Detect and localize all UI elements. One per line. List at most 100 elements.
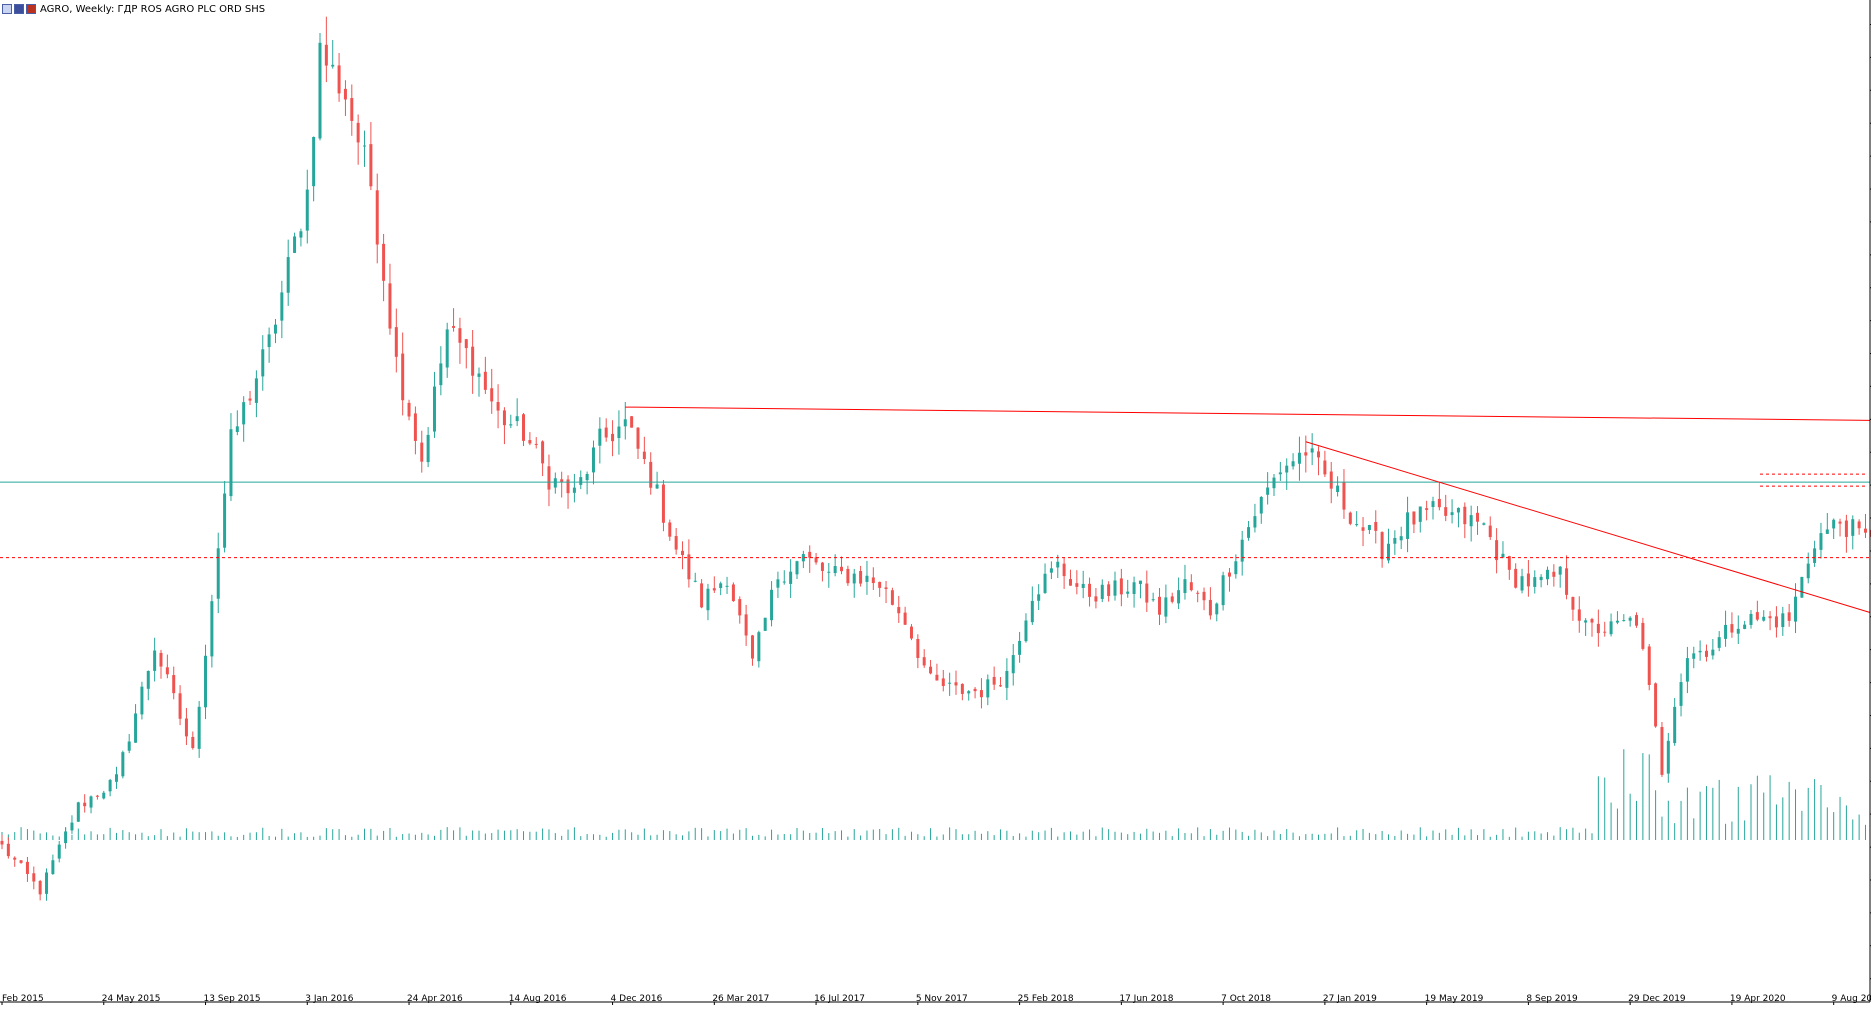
candle-body [1629, 618, 1632, 621]
candle-body [948, 683, 951, 684]
indicator-icon[interactable] [26, 4, 36, 14]
candle-body [395, 327, 398, 357]
x-tick-label: 25 Feb 2018 [1018, 994, 1074, 1004]
candle-body [217, 548, 220, 598]
candle-body [897, 607, 900, 613]
candle-body [573, 488, 576, 493]
chart-type-icon[interactable] [14, 4, 24, 14]
x-tick-label: 17 Jun 2018 [1119, 994, 1173, 1004]
candle-body [77, 802, 80, 821]
x-tick-label: 16 Jul 2017 [814, 994, 865, 1004]
candle-body [1317, 451, 1320, 457]
candle-body [1705, 651, 1708, 657]
candle-body [1724, 625, 1727, 639]
candle-body [452, 326, 455, 328]
candle-body [509, 424, 512, 425]
candle-body [1438, 499, 1441, 507]
candle-body [955, 682, 958, 685]
candle-body [1247, 527, 1250, 538]
candle-body [675, 536, 678, 549]
candle-body [1298, 453, 1301, 464]
candle-body [1839, 522, 1842, 524]
candle-body [1133, 582, 1136, 594]
window-icon[interactable] [2, 4, 12, 14]
candle-body [770, 590, 773, 620]
candle-body [350, 98, 353, 121]
candle-body [102, 793, 105, 799]
candle-body [929, 667, 932, 674]
candle-body [993, 677, 996, 685]
candle-body [490, 388, 493, 401]
candle-body [598, 429, 601, 446]
candle-body [433, 387, 436, 432]
x-tick-label: 29 Dec 2019 [1628, 994, 1686, 1004]
candle-body [1648, 646, 1651, 685]
candle-body [1800, 577, 1803, 598]
candle-body [1635, 615, 1638, 626]
candle-body [64, 831, 67, 843]
candle-body [1056, 562, 1059, 568]
candle-body [1082, 584, 1085, 588]
candle-body [1209, 600, 1212, 615]
candle-body [923, 657, 926, 665]
candle-body [1145, 584, 1148, 603]
candle-body [726, 586, 729, 587]
candle-body [1565, 568, 1568, 595]
candle-body [554, 478, 557, 487]
candle-body [535, 444, 538, 445]
x-tick-label: 9 Aug 2020 [1832, 994, 1871, 1004]
candle-body [789, 572, 792, 584]
candle-body [1660, 727, 1663, 775]
candle-body [1107, 584, 1110, 596]
candle-body [1349, 513, 1352, 524]
candle-body [1686, 658, 1689, 682]
candle-body [1552, 572, 1555, 577]
candle-body [776, 579, 779, 587]
candle-body [1527, 574, 1530, 587]
candle-body [1521, 576, 1524, 590]
candle-body [1330, 472, 1333, 489]
candle-body [1832, 520, 1835, 529]
candle-body [1692, 653, 1695, 658]
candle-body [1432, 501, 1435, 507]
candle-body [1183, 579, 1186, 593]
candle-body [1012, 655, 1015, 673]
chart-header: AGRO, Weekly: ГДР ROS AGRO PLC ORD SHS [2, 2, 265, 16]
candle-body [935, 675, 938, 681]
volume-bars [2, 746, 1871, 840]
candle-body [1425, 508, 1428, 510]
candle-body [1807, 564, 1810, 579]
candle-body [910, 627, 913, 639]
candle-body [764, 618, 767, 631]
candle-body [1603, 632, 1606, 633]
candle-body [617, 427, 620, 438]
candle-body [656, 484, 659, 488]
candle-body [1476, 513, 1479, 522]
candle-body [1680, 682, 1683, 706]
candle-body [872, 577, 875, 583]
candle-body [1444, 507, 1447, 516]
candle-body [446, 329, 449, 367]
candle-body [1069, 579, 1072, 586]
candle-body [1075, 583, 1078, 587]
x-tick-label: 19 Apr 2020 [1730, 994, 1786, 1004]
candle-body [204, 656, 207, 707]
candle-body [1673, 707, 1676, 743]
candle-body [13, 858, 16, 860]
candle-body [643, 452, 646, 459]
candle-body [1508, 556, 1511, 570]
candle-body [299, 231, 302, 237]
candle-body [39, 881, 42, 894]
candle-body [1578, 609, 1581, 620]
candle-body [808, 552, 811, 558]
candle-body [83, 803, 86, 807]
candle-body [1730, 624, 1733, 632]
candle-body [287, 257, 290, 293]
candle-body [32, 873, 35, 881]
candle-body [1005, 671, 1008, 688]
x-tick-label: 24 Apr 2016 [407, 994, 463, 1004]
candle-body [420, 443, 423, 462]
candle-body [51, 860, 54, 874]
candle-body [986, 679, 989, 697]
